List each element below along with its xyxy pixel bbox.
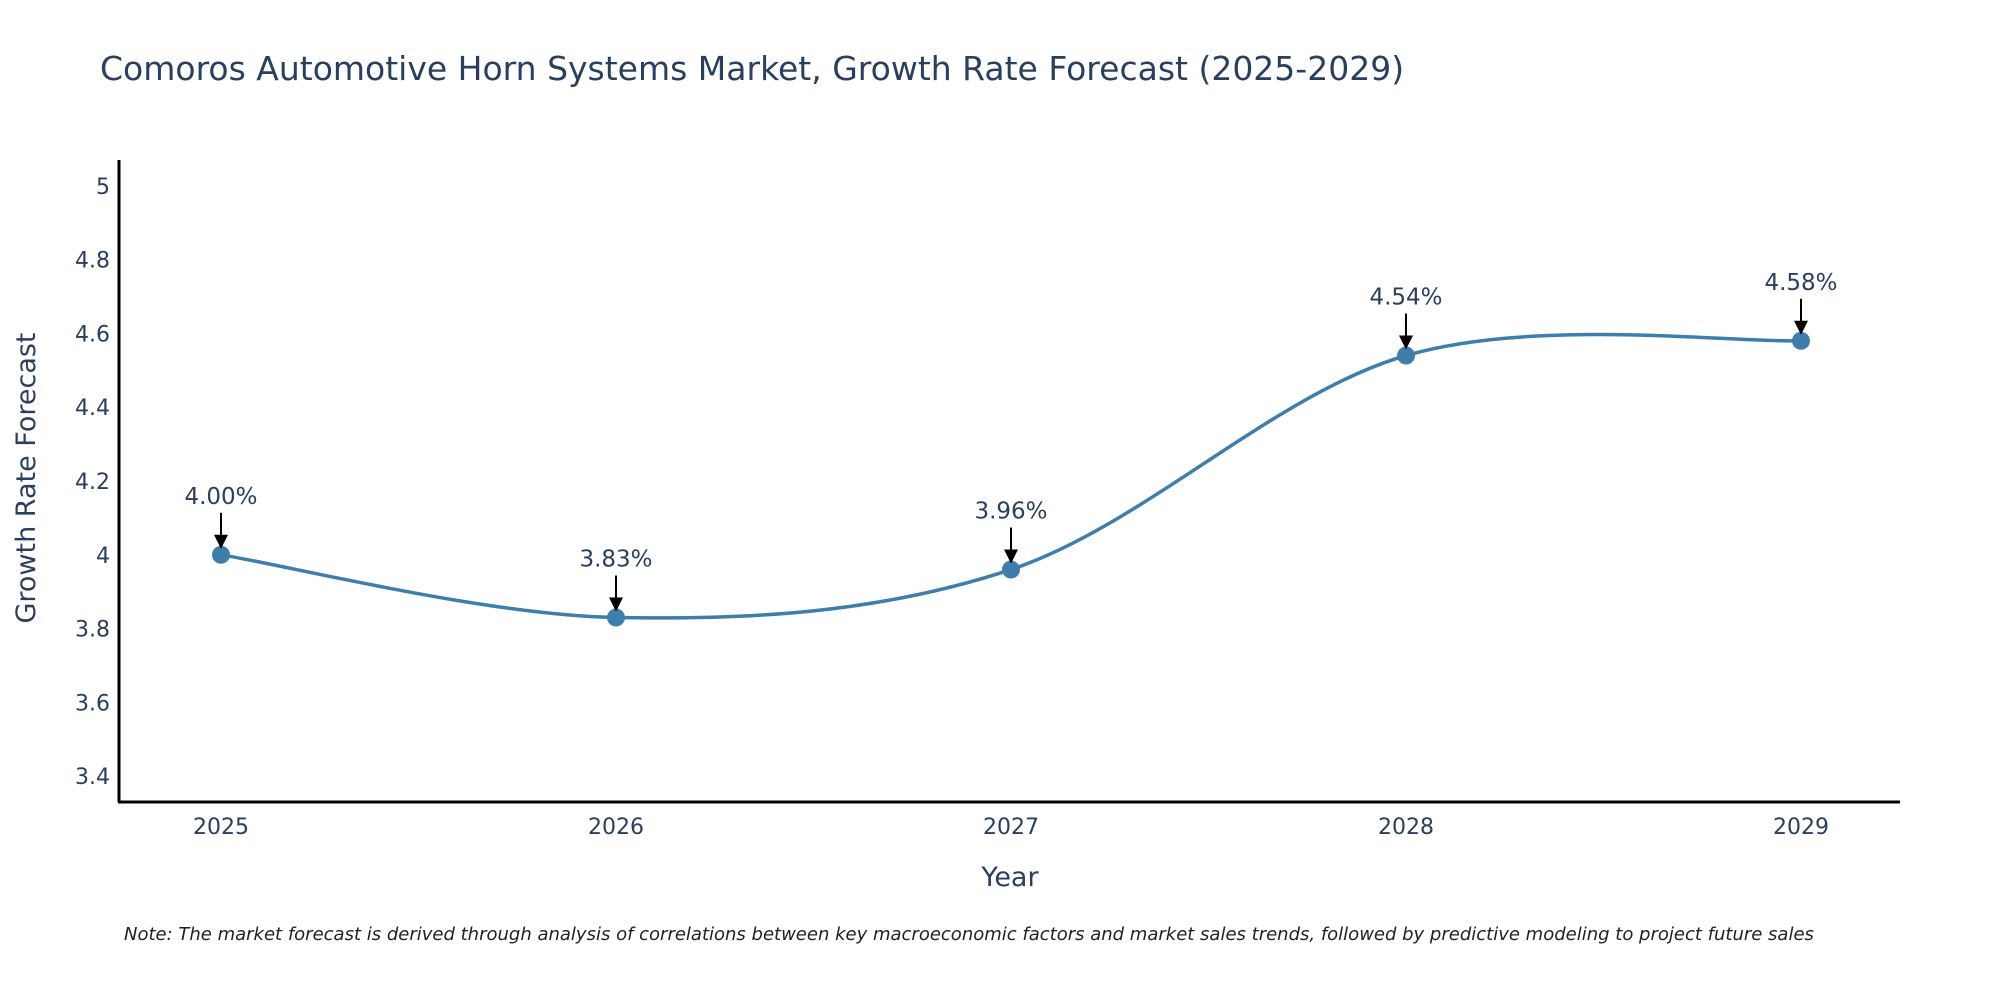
x-axis-ticks: 2025 2026 2027 2028 2029 — [193, 815, 1829, 840]
annotation-arrow-head — [609, 597, 623, 612]
annotation-arrow-head — [1399, 335, 1413, 350]
x-tick-label: 2028 — [1378, 815, 1434, 840]
data-point — [607, 608, 625, 627]
x-tick-label: 2029 — [1773, 815, 1829, 840]
x-axis-title: Year — [980, 862, 1039, 893]
y-tick-label: 3.4 — [75, 765, 110, 790]
y-tick-label: 4.2 — [75, 470, 110, 495]
x-tick-label: 2026 — [588, 815, 644, 840]
y-tick-label: 5 — [96, 175, 110, 200]
x-tick-label: 2025 — [193, 815, 249, 840]
data-point — [212, 545, 230, 564]
data-point — [1792, 331, 1810, 350]
y-tick-label: 4 — [96, 544, 110, 569]
y-axis-title: Growth Rate Forecast — [11, 332, 42, 623]
data-label: 4.00% — [184, 484, 257, 510]
data-point — [1397, 346, 1415, 365]
y-tick-label: 3.6 — [75, 691, 110, 716]
y-tick-label: 4.6 — [75, 322, 110, 347]
chart-note: Note: The market forecast is derived thr… — [124, 924, 1814, 945]
y-tick-label: 3.8 — [75, 618, 110, 643]
x-tick-label: 2027 — [983, 815, 1039, 840]
data-label: 3.83% — [579, 547, 652, 573]
annotation-arrow-head — [214, 534, 228, 549]
annotation-arrow-head — [1004, 549, 1018, 564]
data-point — [1002, 560, 1020, 579]
y-tick-label: 4.4 — [75, 396, 110, 421]
data-label: 3.96% — [974, 499, 1047, 525]
y-axis-ticks: 3.4 3.6 3.8 4 4.2 4.4 4.6 4.8 5 — [75, 175, 110, 790]
y-tick-label: 4.8 — [75, 249, 110, 274]
annotation-arrow-head — [1794, 320, 1808, 335]
data-label: 4.54% — [1369, 285, 1442, 311]
chart-title: Comoros Automotive Horn Systems Market, … — [100, 49, 1404, 88]
data-markers — [212, 331, 1810, 627]
data-annotations: 4.00% 3.83% 3.96% 4.54% 4.58% — [184, 270, 1838, 612]
data-label: 4.58% — [1764, 270, 1837, 296]
